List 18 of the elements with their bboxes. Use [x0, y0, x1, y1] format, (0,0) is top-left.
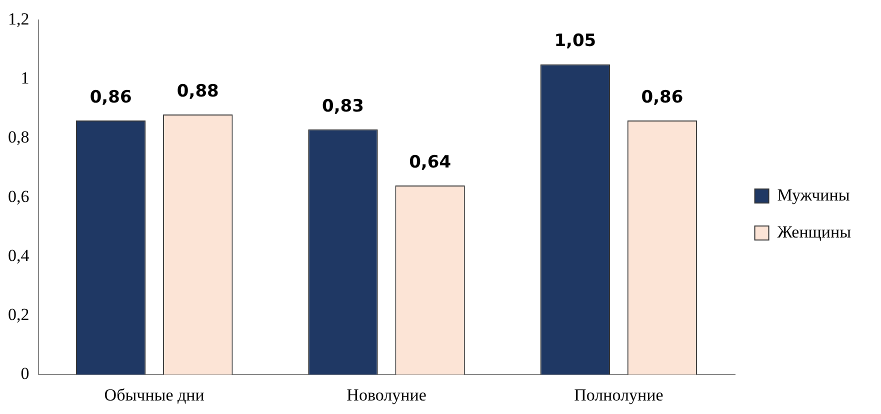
y-tick-label: 0,6 [8, 186, 30, 206]
data-label: 0,86 [90, 87, 132, 108]
data-label: 0,86 [641, 87, 684, 108]
legend-label: Женщины [777, 222, 852, 242]
y-tick-label: 1 [20, 68, 30, 88]
data-label: 0,88 [176, 81, 219, 102]
data-label: 0,64 [409, 152, 452, 172]
y-tick-label: 0 [20, 364, 30, 384]
y-tick-label: 0,8 [8, 128, 30, 147]
x-tick-label: Полнолуние [574, 385, 664, 404]
x-tick-label: Обычные дни [104, 385, 204, 404]
data-label: 0,83 [322, 96, 364, 116]
x-tick-label: Новолуние [346, 385, 426, 404]
y-tick-label: 0,4 [8, 246, 30, 265]
data-label: 1,05 [554, 31, 596, 52]
legend-label: Мужчины [777, 185, 850, 204]
y-tick-label: 0,2 [8, 304, 30, 324]
y-tick-label: 1,2 [8, 9, 30, 28]
